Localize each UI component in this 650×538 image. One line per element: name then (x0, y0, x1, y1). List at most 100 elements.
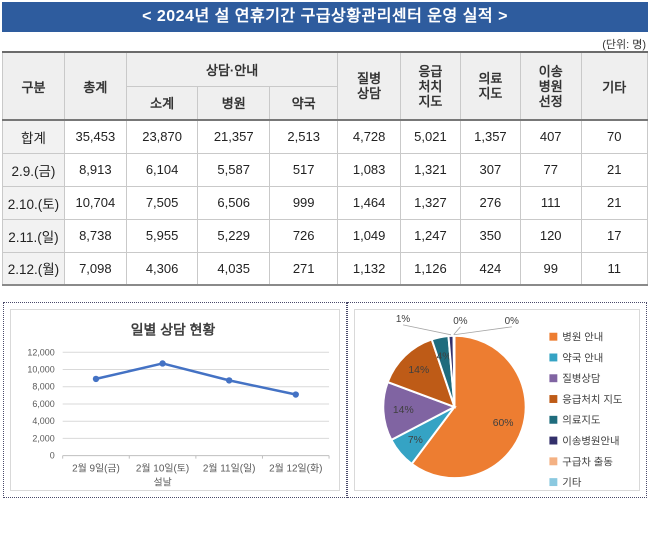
legend-swatch (549, 374, 558, 383)
table-cell: 1,132 (337, 251, 401, 286)
pie-slice-label: 14% (393, 405, 414, 416)
table-cell: 7,098 (63, 251, 127, 286)
x-category-label: 2월 11일(일) (203, 463, 256, 475)
table-cell: 1,049 (337, 218, 401, 253)
pie-slice-label: 14% (408, 365, 429, 376)
table-cell: 21 (580, 152, 649, 187)
row-label: 2.11.(일) (2, 218, 65, 253)
col-header-total: 총계 (63, 51, 127, 121)
pie-leader-line (453, 326, 512, 336)
col-header-hospital: 병원 (197, 85, 270, 121)
data-point-marker (159, 360, 166, 367)
pie-slice-label: 4% (437, 352, 452, 363)
table-cell: 1,126 (399, 251, 461, 286)
table-cell: 2,513 (268, 119, 339, 154)
legend-swatch (549, 332, 558, 341)
table-cell: 8,738 (63, 218, 127, 253)
row-label: 2.9.(금) (2, 152, 65, 187)
table-cell: 7,505 (125, 185, 199, 220)
legend-label: 병원 안내 (562, 332, 603, 344)
title-bar: < 2024년 설 연휴기간 구급상황관리센터 운영 실적 > (2, 2, 648, 32)
x-category-label: 2월 9일(금) (72, 463, 120, 475)
table-body: 합계 35,453 23,870 21,357 2,513 4,728 5,021 1,357… (2, 119, 649, 286)
table-cell: 424 (459, 251, 521, 286)
col-header-pharmacy: 약국 (268, 85, 339, 121)
line-chart-title: 일별 상담 현황 (131, 321, 216, 337)
pie-slice (386, 338, 457, 409)
table-cell: 4,035 (197, 251, 270, 286)
pie-slice (452, 334, 456, 407)
pie-callout-label: 0% (505, 316, 519, 327)
unit-note: (단위: 명) (602, 39, 646, 51)
line-series (94, 362, 298, 396)
table-cell: 6,506 (197, 185, 270, 220)
col-header-firstaid: 응급 처치 지도 (399, 51, 461, 121)
table-cell: 11 (580, 251, 649, 286)
table-row: 2.12.(월) 7,098 4,306 4,035 271 1,132 1,126 424 9… (2, 251, 649, 286)
table-header: 구분 총계 상담·안내 질병 상담 응급 처치 지도 의료 지도 이송 병원 선… (2, 51, 649, 121)
y-tick-label: 6,000 (32, 399, 54, 409)
legend-label: 의료지도 (562, 415, 601, 427)
table-cell: 10,704 (63, 185, 127, 220)
table-row: 2.9.(금) 8,913 6,104 5,587 517 1,083 1,321 307 77… (2, 152, 649, 187)
col-header-etc: 기타 (580, 51, 649, 121)
pie-chart-panel: 60% 7% 14% 14% 4% 1% 0% 0% 병원 안내 약국 안내 질병상담 응급처치 지도… (347, 302, 647, 498)
table-cell: 1,327 (399, 185, 461, 220)
stats-table: 구분 총계 상담·안내 질병 상담 응급 처치 지도 의료 지도 이송 병원 선… (2, 51, 649, 286)
table-cell: 307 (459, 152, 521, 187)
table-cell: 350 (459, 218, 521, 253)
table-cell: 17 (580, 218, 649, 253)
table-cell: 5,955 (125, 218, 199, 253)
table-cell: 21 (580, 185, 649, 220)
legend-label: 이송병원안내 (562, 436, 619, 448)
legend-swatch (549, 395, 558, 403)
table-cell: 70 (580, 119, 649, 154)
legend-swatch (549, 415, 558, 424)
table-cell: 517 (268, 152, 339, 187)
data-point-marker (292, 391, 299, 398)
pie-chart-box: 60% 7% 14% 14% 4% 1% 0% 0% 병원 안내 약국 안내 질병상담 응급처치 지도… (354, 309, 640, 491)
line-chart: 일별 상담 현황 0 2,000 4,000 6,000 8,000 10,000 12,00… (27, 321, 330, 488)
table-cell: 35,453 (63, 119, 127, 154)
table-cell: 6,104 (125, 152, 199, 187)
table-cell: 4,728 (337, 119, 401, 154)
page-title: < 2024년 설 연휴기간 구급상황관리센터 운영 실적 > (142, 8, 508, 25)
table-cell: 8,913 (63, 152, 127, 187)
table-cell: 120 (519, 218, 582, 253)
line-chart-box: 일별 상담 현황 0 2,000 4,000 6,000 8,000 10,000 12,00… (10, 309, 340, 491)
col-header-medical: 의료 지도 (459, 51, 521, 121)
table-cell: 1,247 (399, 218, 461, 253)
table-cell: 111 (519, 185, 582, 220)
pie-leader-line (402, 324, 452, 336)
pie-callout-label: 1% (396, 314, 410, 325)
col-header-gubun: 구분 (2, 51, 65, 121)
data-point-marker (225, 377, 233, 384)
charts-row: 일별 상담 현황 0 2,000 4,000 6,000 8,000 10,000 12,00… (3, 302, 647, 498)
legend-label: 응급처치 지도 (562, 394, 623, 406)
y-tick-label: 2,000 (32, 433, 54, 443)
table-cell: 1,464 (337, 185, 401, 220)
table-cell: 5,021 (399, 119, 461, 154)
table-cell: 4,306 (125, 251, 199, 286)
pie-slice (410, 334, 527, 480)
row-label: 합계 (2, 119, 65, 154)
x-category-label: 2월 12일(화) (269, 463, 322, 475)
legend-swatch (549, 353, 558, 362)
table-cell: 1,083 (337, 152, 401, 187)
data-point-marker (92, 375, 100, 383)
table-cell: 23,870 (125, 119, 199, 154)
table-cell: 5,229 (197, 218, 270, 253)
table-row: 2.11.(일) 8,738 5,955 5,229 726 1,049 1,247 350 1… (2, 218, 649, 253)
legend-label: 기타 (562, 477, 582, 489)
y-tick-label: 12,000 (27, 347, 54, 357)
pie-callout-label: 0% (453, 316, 467, 327)
table-cell: 5,587 (197, 152, 270, 187)
table-cell: 21,357 (197, 119, 270, 154)
x-category-label: 2월 10일(토) (136, 463, 189, 475)
table-cell: 999 (268, 185, 339, 220)
table-cell: 407 (519, 119, 582, 154)
table-cell: 1,321 (399, 152, 461, 187)
table-cell: 1,357 (459, 119, 521, 154)
legend-swatch (549, 457, 558, 466)
